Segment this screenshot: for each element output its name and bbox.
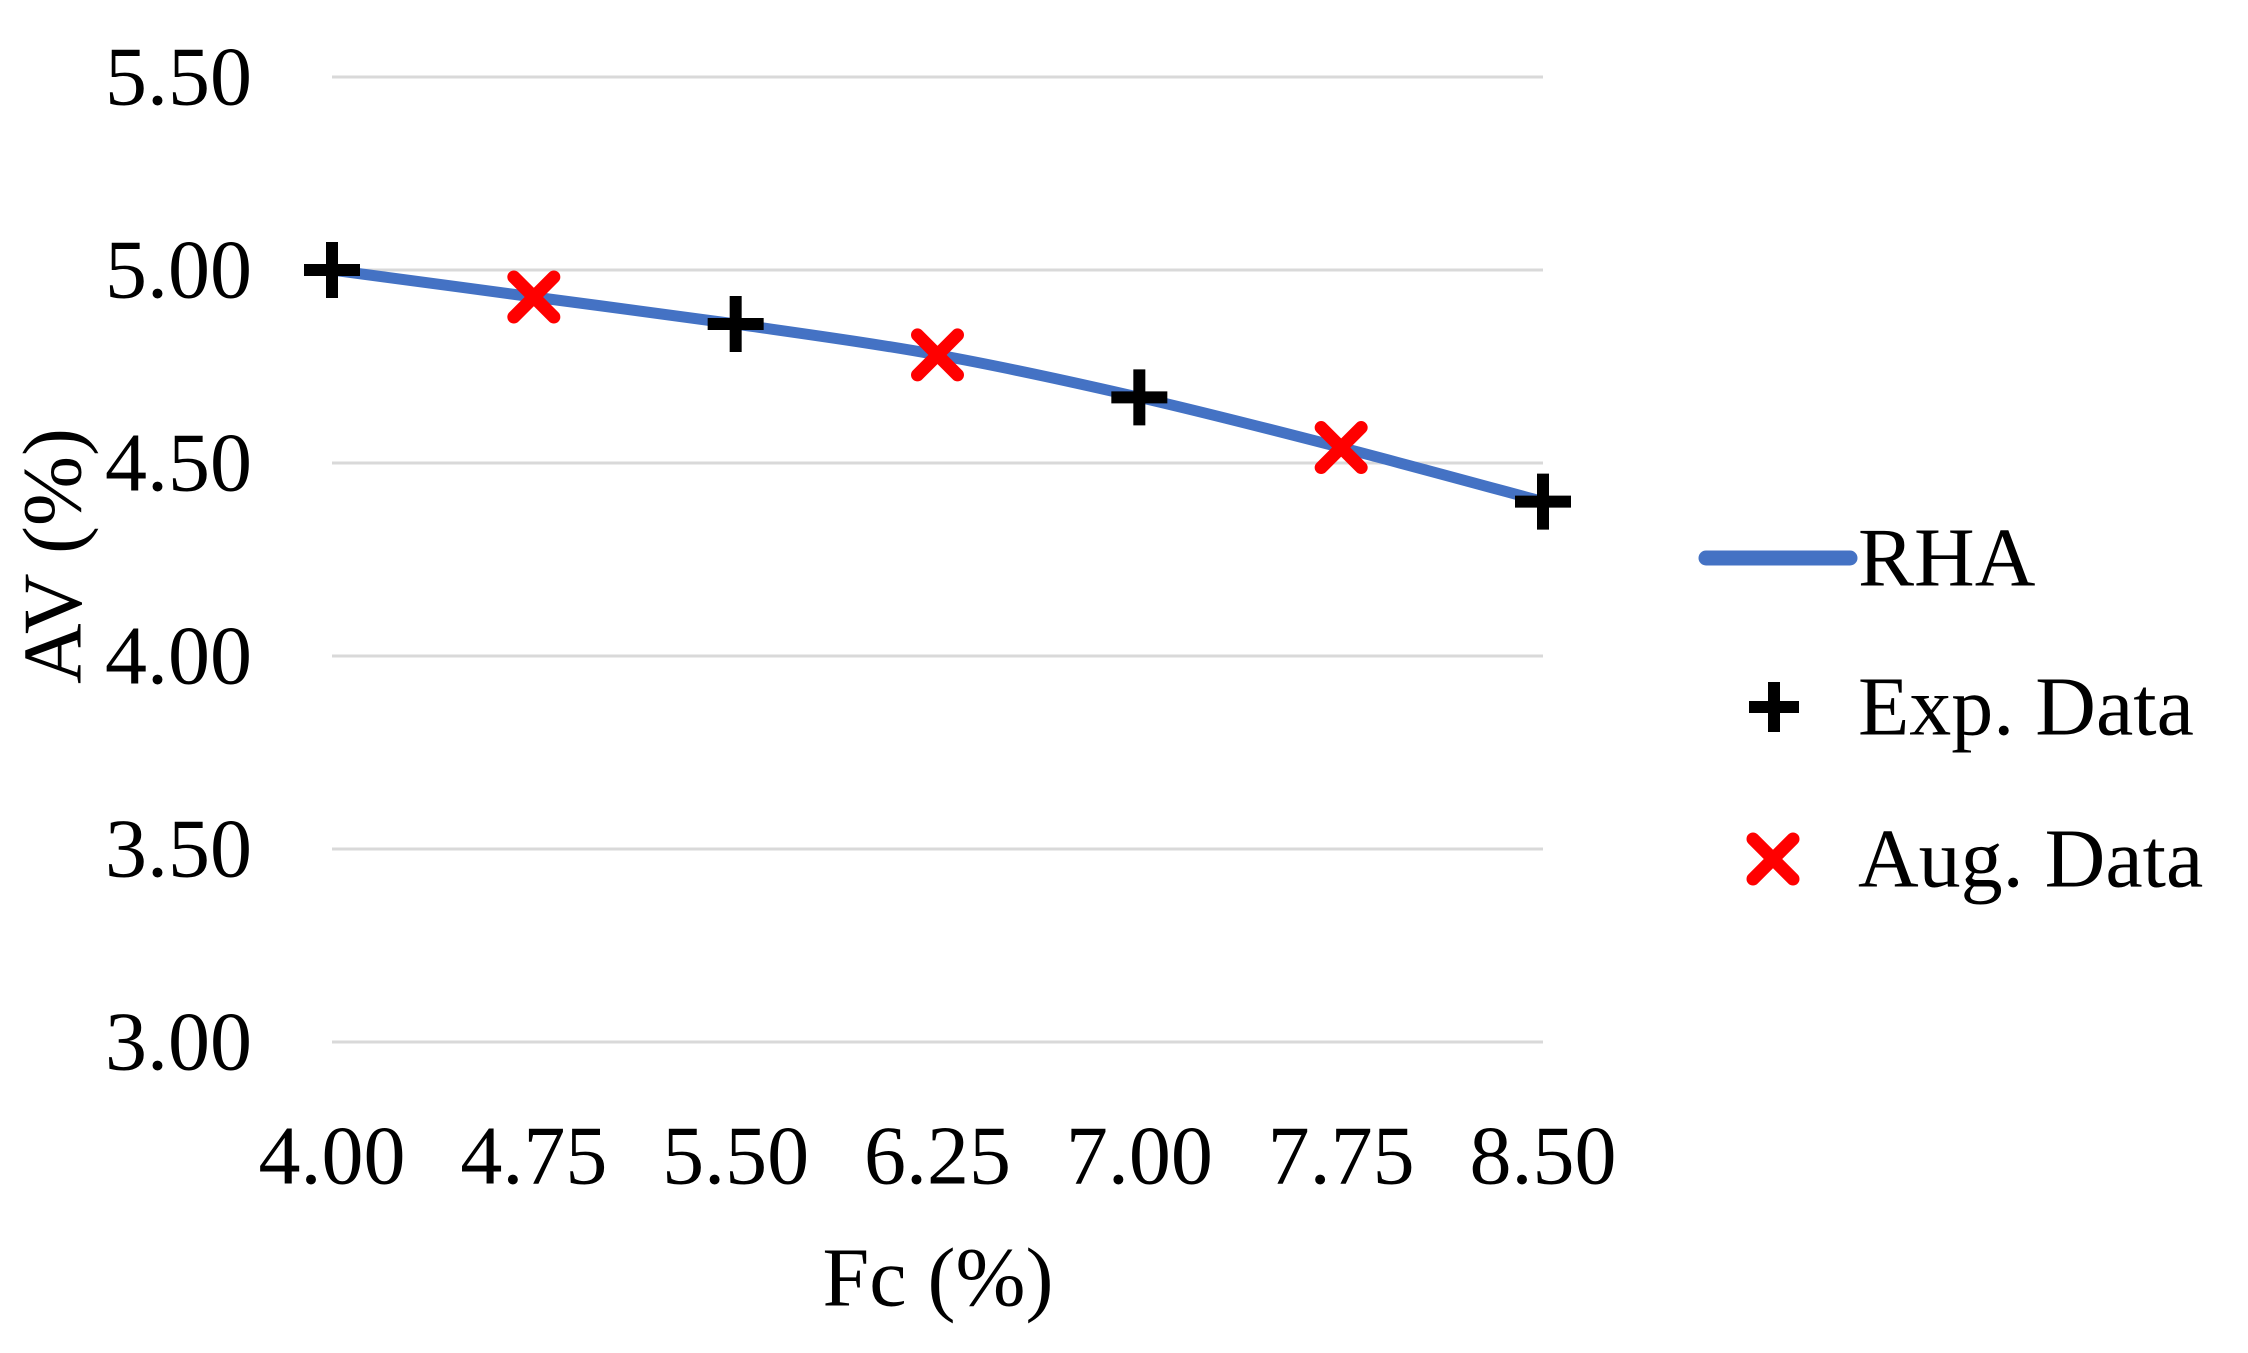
legend-label-exp: Exp. Data [1858,661,2194,754]
y-tick-label: 4.50 [105,417,252,510]
exp-data-plus-marker [1515,473,1571,530]
x-tick-label: 8.50 [1470,1110,1617,1203]
x-tick-label: 7.75 [1268,1110,1415,1203]
aug-data-x-marker [1314,421,1368,475]
x-tick-label: 4.75 [460,1110,607,1203]
legend-plus-icon [1749,682,1799,732]
y-tick-label: 4.00 [105,610,252,703]
x-tick-label: 4.00 [259,1110,406,1203]
legend-x-icon [1746,832,1800,886]
y-tick-label: 5.00 [105,224,252,317]
aug-data-x-marker [911,328,964,382]
legend-label-aug: Aug. Data [1858,813,2203,906]
aug-data-x-marker [507,270,561,324]
legend: RHA Exp. Data Aug. Data [1698,512,2203,906]
plot-area: 3.00 3.50 4.00 4.50 5.00 5.50 4.00 4.75 5.50 6.25… [105,31,1617,1203]
y-axis-title: AV (%) [7,428,100,684]
y-tick-label: 3.00 [105,996,252,1089]
x-axis-title: Fc (%) [823,1232,1054,1325]
x-tick-label: 5.50 [662,1110,809,1203]
x-tick-label: 7.00 [1066,1110,1213,1203]
exp-data-plus-marker [304,242,360,298]
exp-data-plus-marker [707,296,764,353]
x-tick-label: 6.25 [864,1110,1011,1203]
y-tick-label: 3.50 [105,803,252,896]
legend-label-rha: RHA [1858,512,2036,605]
exp-data-plus-marker [1111,369,1168,426]
y-tick-label: 5.50 [105,31,252,124]
